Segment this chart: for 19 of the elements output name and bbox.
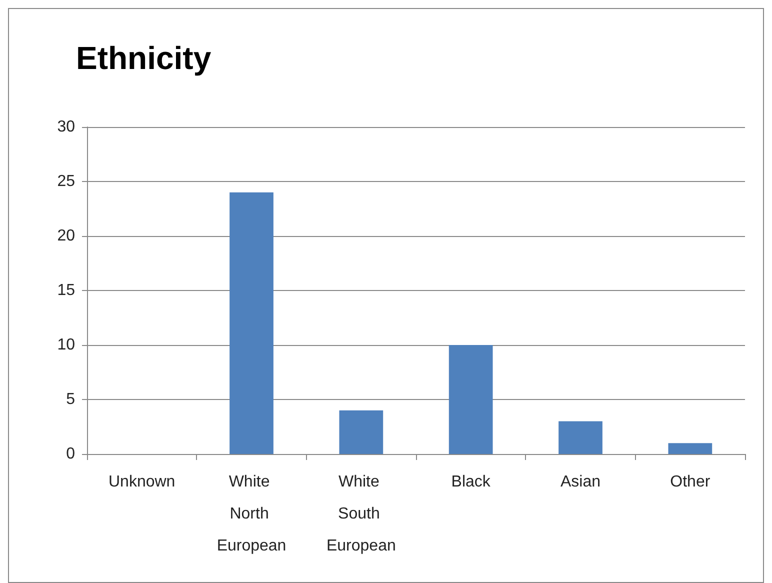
y-tick-label: 30 [57, 118, 76, 136]
y-tick-label: 15 [57, 282, 76, 299]
y-tick-label: 25 [57, 173, 76, 190]
x-tick-label: Other [670, 474, 711, 490]
x-tick-label: Black [451, 474, 492, 490]
y-tick-label: 0 [66, 446, 76, 462]
bar [668, 443, 712, 454]
bar [448, 345, 493, 454]
x-tick-label: Unknown [108, 474, 176, 490]
chart-title: Ethnicity [76, 40, 212, 76]
x-tick-label: White North European [216, 474, 286, 554]
x-tick-label: Asian [560, 474, 601, 490]
y-tick-label: 10 [57, 336, 76, 354]
bar [339, 410, 384, 454]
y-tick-label: 20 [57, 228, 76, 244]
y-tick-label: 5 [66, 391, 76, 408]
bar [558, 421, 602, 454]
bar [230, 192, 274, 454]
x-tick-label: White South European [326, 474, 396, 554]
